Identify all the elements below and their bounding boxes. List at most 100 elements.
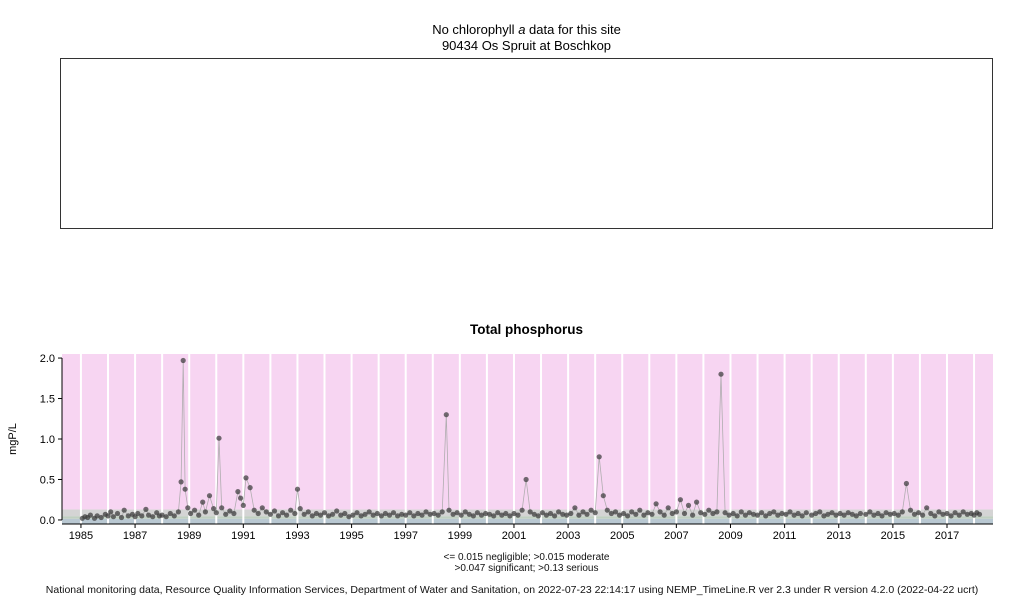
data-point	[150, 514, 156, 520]
data-point	[263, 509, 269, 515]
data-point	[539, 510, 546, 516]
data-point	[196, 512, 202, 518]
x-tick-label: 1995	[339, 530, 363, 542]
data-point	[714, 509, 720, 515]
data-point	[478, 512, 485, 518]
data-point	[334, 508, 340, 514]
data-point	[146, 512, 152, 518]
data-point	[223, 511, 229, 517]
data-point	[817, 509, 823, 515]
data-point	[125, 513, 131, 519]
data-point	[243, 475, 249, 481]
data-point	[763, 513, 769, 519]
data-point	[944, 510, 950, 517]
data-point	[821, 513, 827, 519]
data-point	[976, 511, 983, 517]
data-point	[330, 511, 336, 517]
footer-attribution: National monitoring data, Resource Quali…	[45, 584, 979, 596]
data-point	[657, 509, 663, 515]
data-point	[305, 509, 311, 515]
data-point	[358, 513, 364, 519]
data-point	[362, 511, 368, 517]
data-point	[956, 512, 962, 518]
data-point	[94, 513, 100, 519]
x-tick-label: 2009	[718, 530, 742, 542]
data-point	[354, 510, 360, 516]
data-point	[829, 510, 835, 516]
data-point	[608, 510, 615, 517]
legend-line-2: >0.047 significant; >0.13 serious	[454, 563, 599, 574]
quality-bands	[62, 354, 993, 524]
data-point	[547, 510, 554, 517]
data-point	[499, 512, 505, 518]
data-point	[916, 510, 922, 516]
data-point	[163, 514, 169, 520]
site-title: 90434 Os Spruit at Boschkop	[441, 38, 612, 53]
data-point	[139, 513, 145, 519]
data-point	[98, 514, 104, 521]
data-point	[698, 510, 704, 516]
data-point	[883, 510, 889, 516]
x-tick-label: 1991	[231, 530, 255, 542]
data-point	[423, 509, 429, 515]
y-axis-title: mgP/L	[7, 423, 19, 455]
data-point	[143, 506, 149, 512]
data-point	[875, 510, 881, 517]
data-point	[326, 513, 332, 519]
data-point	[754, 512, 761, 518]
data-point	[685, 502, 692, 508]
data-point	[837, 510, 843, 517]
data-point	[584, 511, 590, 517]
data-point	[192, 507, 198, 513]
data-point	[767, 510, 773, 517]
data-point	[292, 510, 298, 517]
data-point	[809, 512, 815, 518]
data-point	[259, 505, 265, 511]
data-point	[108, 509, 114, 515]
data-point	[288, 507, 294, 513]
data-point	[301, 511, 307, 517]
y-tick-label: 2.0	[40, 353, 55, 365]
data-point	[903, 480, 910, 487]
x-tick-label: 1993	[285, 530, 309, 542]
data-point	[681, 510, 688, 517]
x-tick-label: 1999	[448, 530, 472, 542]
data-point	[167, 510, 173, 517]
data-point	[374, 510, 380, 517]
data-point	[180, 357, 186, 364]
data-point	[596, 454, 602, 460]
data-point	[470, 513, 476, 519]
data-point	[350, 512, 356, 518]
data-point	[899, 509, 905, 515]
data-point	[825, 511, 831, 517]
x-tick-label: 2017	[935, 530, 959, 542]
data-point	[175, 509, 181, 515]
band-negligible	[62, 518, 993, 524]
data-point	[227, 508, 233, 514]
data-point	[255, 510, 261, 517]
data-point	[443, 412, 449, 418]
data-point	[629, 509, 635, 515]
data-point	[431, 510, 437, 517]
data-point	[940, 511, 946, 517]
data-point	[891, 510, 897, 517]
data-point	[879, 513, 885, 519]
data-point	[911, 511, 918, 517]
data-point	[556, 509, 562, 515]
data-point	[202, 509, 208, 515]
data-point	[206, 493, 213, 499]
data-point	[924, 505, 930, 511]
data-point	[342, 510, 348, 517]
data-point	[399, 511, 405, 517]
data-point	[231, 510, 237, 517]
data-point	[600, 493, 606, 499]
data-point	[706, 507, 712, 513]
no-data-message: No chlorophyll a data for this site	[60, 22, 993, 37]
data-point	[135, 510, 141, 517]
data-point	[690, 512, 696, 518]
data-point	[435, 512, 441, 518]
data-point	[454, 510, 460, 516]
data-point	[121, 507, 127, 513]
x-tick-label: 1985	[69, 530, 93, 542]
data-point	[775, 512, 781, 518]
